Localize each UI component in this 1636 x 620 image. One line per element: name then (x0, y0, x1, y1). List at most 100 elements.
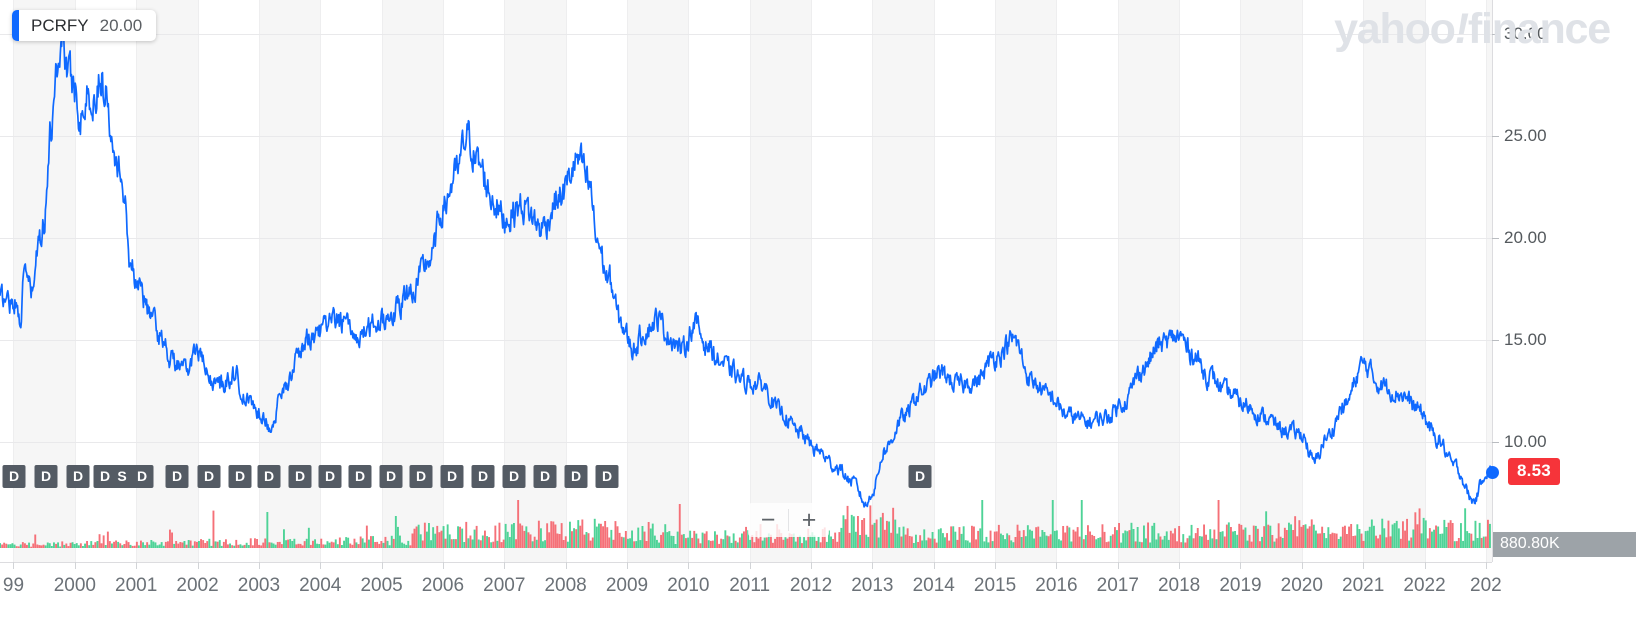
dividend-marker[interactable]: D (228, 465, 252, 488)
volume-bar (983, 541, 986, 548)
zoom-in-button[interactable]: + (801, 505, 817, 534)
volume-bar (1356, 524, 1359, 548)
volume-bar (544, 540, 546, 548)
volume-bar (1271, 535, 1274, 548)
volume-bar (1312, 524, 1315, 548)
vertical-gridline (749, 0, 751, 562)
dividend-marker[interactable]: D (34, 465, 58, 488)
dividend-marker[interactable]: D (257, 465, 281, 488)
dividend-marker[interactable]: D (595, 465, 619, 488)
volume-bar (569, 521, 571, 548)
volume-bar (193, 541, 196, 548)
volume-bar (726, 535, 729, 548)
volume-bar (790, 534, 793, 548)
dividend-marker[interactable]: D (564, 465, 588, 488)
volume-bar (823, 527, 826, 548)
dividend-marker[interactable]: D (908, 465, 932, 488)
split-marker[interactable]: S (110, 465, 134, 488)
volume-bar (1250, 541, 1253, 548)
dividend-marker[interactable]: D (409, 465, 433, 488)
volume-bar (1435, 525, 1437, 548)
volume-bar (1078, 536, 1081, 548)
zoom-controls-separator (788, 509, 789, 531)
volume-bar (784, 537, 787, 548)
date-tick-mark (1179, 562, 1181, 569)
dividend-marker[interactable]: D (2, 465, 26, 488)
dividend-marker[interactable]: D (348, 465, 372, 488)
volume-bar (382, 542, 385, 548)
volume-bar (888, 521, 890, 548)
volume-bar (1111, 534, 1114, 548)
volume-bar (498, 522, 501, 548)
volume-bar (1238, 523, 1241, 548)
volume-bar (1290, 524, 1292, 548)
volume-bar (1346, 534, 1348, 548)
volume-bar (529, 534, 532, 548)
volume-bar (322, 544, 325, 548)
volume-bar (610, 529, 613, 548)
volume-bar (1149, 542, 1152, 548)
volume-bar (954, 531, 957, 548)
price-axis[interactable]: 30.00 25.00 20.00 15.00 10.00 8.53 880.80K (1486, 0, 1636, 562)
volume-bar (432, 527, 435, 548)
vertical-gridline (995, 0, 997, 562)
zoom-out-button[interactable]: − (760, 505, 776, 534)
volume-bar (289, 539, 292, 548)
date-axis[interactable]: 99 2000 2001 2002 2003 2004 2005 2006 2007 2008 20… (0, 562, 1636, 620)
volume-bar (1196, 528, 1199, 548)
vertical-gridline (1240, 0, 1242, 562)
price-axis-tick: 20.00 (1492, 229, 1547, 247)
volume-bar (40, 545, 43, 548)
volume-bar (606, 527, 609, 548)
volume-bar (430, 540, 432, 548)
dividend-marker[interactable]: D (471, 465, 495, 488)
volume-bar (452, 539, 455, 548)
volume-bar (146, 542, 149, 548)
volume-bar (61, 541, 64, 548)
volume-bar (1360, 533, 1363, 548)
volume-bar (86, 541, 88, 548)
volume-bar (867, 536, 870, 548)
volume-bar (1178, 526, 1181, 548)
date-axis-line (0, 562, 1492, 563)
volume-bar (1327, 527, 1330, 548)
volume-bar (1259, 541, 1261, 548)
volume-bar (1186, 538, 1189, 548)
horizontal-gridline (0, 238, 1492, 240)
volume-bar (873, 522, 876, 548)
dividend-marker[interactable]: D (197, 465, 221, 488)
volume-bar (1192, 538, 1195, 548)
volume-bar (614, 521, 617, 548)
dividend-marker[interactable]: D (165, 465, 189, 488)
dividend-marker[interactable]: D (533, 465, 557, 488)
dividend-marker[interactable]: D (440, 465, 464, 488)
dividend-marker[interactable]: D (318, 465, 342, 488)
volume-bar (666, 532, 669, 548)
tick-label: 20.00 (1504, 228, 1547, 248)
dividend-marker[interactable]: D (66, 465, 90, 488)
volume-bar (962, 526, 965, 548)
volume-bar (921, 540, 924, 548)
volume-bar (765, 537, 768, 548)
volume-bar (1348, 526, 1350, 548)
volume-bar (912, 543, 915, 548)
dividend-marker[interactable]: D (379, 465, 403, 488)
chart-legend[interactable]: PCRFY 20.00 (12, 10, 157, 41)
volume-bar (1095, 539, 1098, 548)
dividend-marker[interactable]: D (130, 465, 154, 488)
volume-bar (372, 536, 374, 548)
volume-bar (450, 539, 453, 548)
volume-bar (144, 545, 147, 548)
volume-bar (573, 528, 575, 548)
volume-bar (832, 539, 834, 548)
date-axis-tick: 2012 (789, 575, 833, 596)
dividend-marker[interactable]: D (502, 465, 526, 488)
volume-bar (1029, 529, 1031, 548)
zoom-controls[interactable]: − + (748, 503, 829, 537)
dividend-marker[interactable]: D (288, 465, 312, 488)
volume-bar (399, 535, 401, 548)
volume-bar (682, 534, 685, 548)
volume-bar (821, 529, 824, 548)
volume-bar (316, 543, 318, 548)
